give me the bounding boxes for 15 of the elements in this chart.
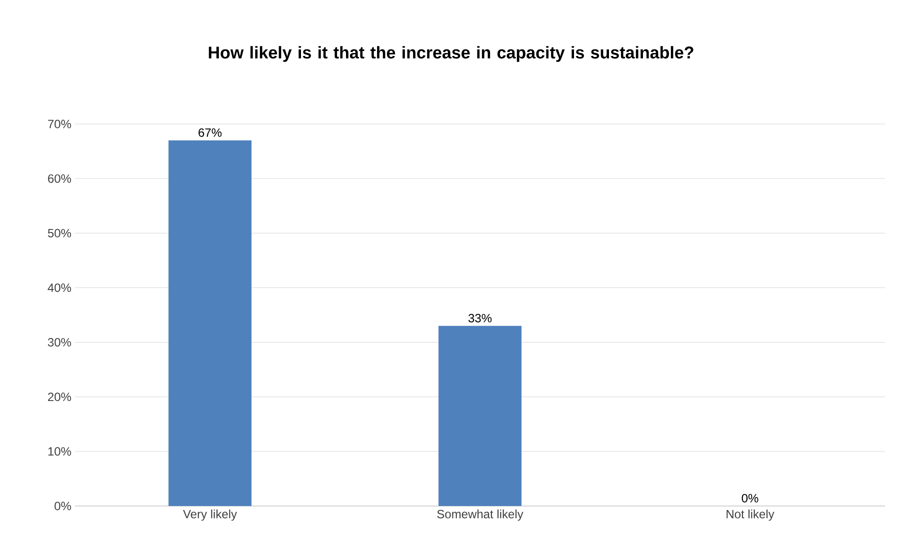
x-tick-label: Very likely <box>183 510 237 521</box>
x-tick-label: Not likely <box>726 510 774 521</box>
y-tick-label: 0% <box>54 502 72 510</box>
y-tick-label: 50% <box>48 228 72 238</box>
y-tick-label: 60% <box>48 174 72 183</box>
data-label: 33% <box>468 314 492 322</box>
y-tick-label: 20% <box>48 392 72 402</box>
x-tick-label: Somewhat likely <box>437 510 524 521</box>
data-label: 0% <box>742 494 758 502</box>
y-tick-label: 30% <box>48 338 72 347</box>
chart-title: How likely is it that the increase in capacity is sustainable? <box>208 46 694 62</box>
y-tick-label: 70% <box>48 120 72 128</box>
y-tick-label: 10% <box>48 447 72 456</box>
y-tick-label: 40% <box>48 283 72 292</box>
data-label: 67% <box>198 128 222 137</box>
